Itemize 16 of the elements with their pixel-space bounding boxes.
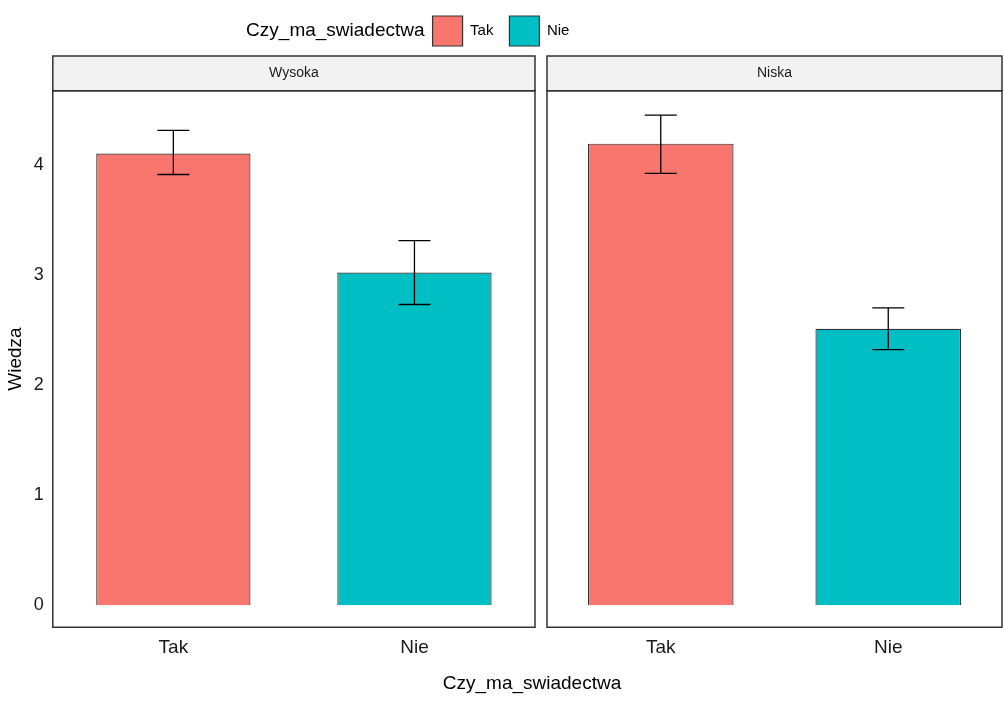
legend-title: Czy_ma_swiadectwa <box>246 19 425 42</box>
chart-title: Niska <box>756 64 793 81</box>
y-tick-label: 2 <box>33 373 44 394</box>
y-tick-label: 4 <box>33 153 44 174</box>
legend-label: Tak <box>470 21 494 39</box>
x-tick-label: Tak <box>645 635 677 657</box>
y-tick-label: 1 <box>33 484 44 504</box>
x-tick-label: Nie <box>873 635 903 657</box>
x-axis-title: Czy_ma_swiadectwa <box>441 672 623 694</box>
chart-title: Wysoka <box>269 64 319 81</box>
x-tick-label: Nie <box>400 635 429 657</box>
y-axis-title: Wiedza <box>3 326 25 391</box>
x-tick-label: Tak <box>158 635 189 657</box>
y-tick-label: 3 <box>33 263 44 284</box>
y-tick-label: 0 <box>33 594 44 615</box>
legend-label: Nie <box>546 21 570 39</box>
